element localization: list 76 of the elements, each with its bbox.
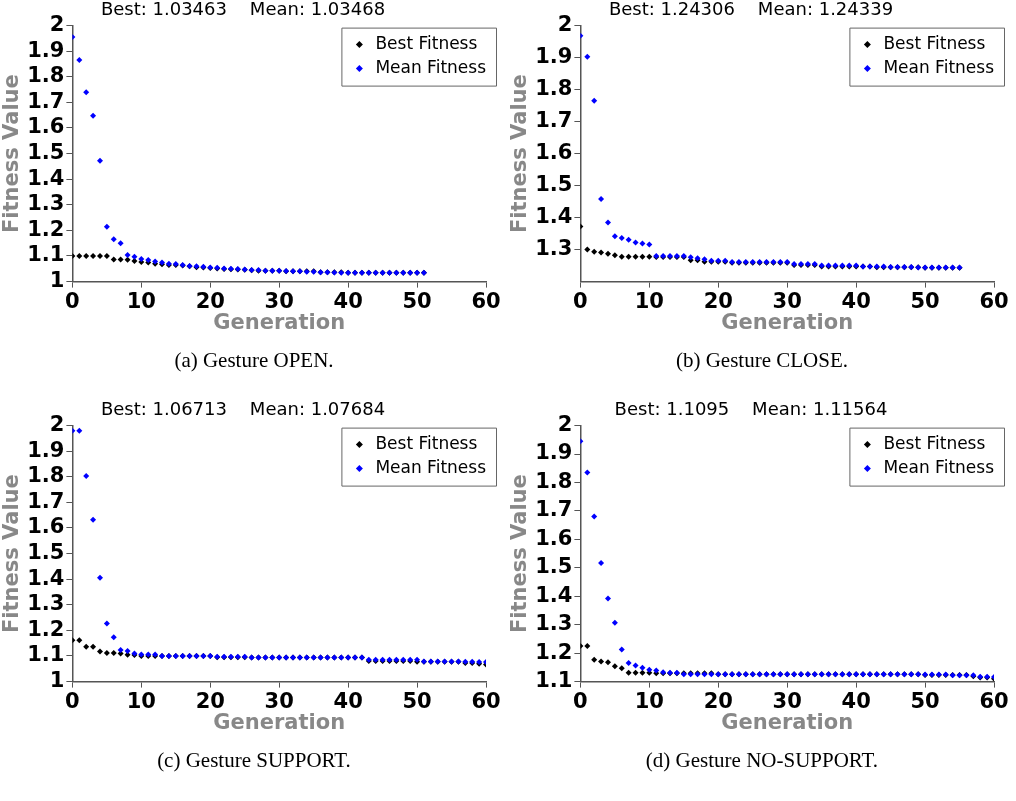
x-tick-label: 0 <box>573 688 588 713</box>
y-tick-label: 1.4 <box>535 582 573 607</box>
y-tick-label: 1.4 <box>27 165 65 190</box>
chart-title: Best: 1.24306 Mean: 1.24339 <box>608 0 894 20</box>
chart-title: Best: 1.1095 Mean: 1.11564 <box>614 398 888 420</box>
y-axis-title: Fitness Value <box>507 74 532 233</box>
y-tick-label: 1.5 <box>535 172 573 197</box>
legend-label: Mean Fitness <box>883 57 995 78</box>
y-tick-label: 1.3 <box>535 611 573 636</box>
y-tick-label: 1.8 <box>535 76 573 101</box>
y-tick-label: 1.5 <box>27 140 65 165</box>
y-tick-label: 1.1 <box>27 242 65 267</box>
y-tick-label: 1.2 <box>535 639 573 664</box>
x-tick-label: 0 <box>65 688 80 713</box>
y-tick-label: 1.3 <box>27 191 65 216</box>
x-tick-label: 60 <box>471 288 501 313</box>
text: (a) Gesture OPEN. <box>173 348 335 373</box>
x-tick-label: 50 <box>402 688 432 713</box>
y-tick-label: 1.7 <box>27 488 65 513</box>
y-tick-label: 1.9 <box>535 44 573 69</box>
x-tick-label: 60 <box>979 688 1009 713</box>
chart-title: Best: 1.06713 Mean: 1.07684 <box>100 398 386 420</box>
x-tick-label: 10 <box>126 688 156 713</box>
x-tick-label: 50 <box>910 688 940 713</box>
x-tick-label: 60 <box>979 288 1009 313</box>
y-tick-label: 2 <box>557 12 573 37</box>
y-tick-label: 1.7 <box>535 108 573 133</box>
x-tick-label: 10 <box>634 288 664 313</box>
text: (d) Gesture NO-SUPPORT. <box>644 748 880 773</box>
y-tick-label: 1.6 <box>535 140 573 165</box>
legend-label: Best Fitness <box>883 433 986 454</box>
y-tick-label: 1.9 <box>27 37 65 62</box>
y-tick-label: 1 <box>49 668 65 693</box>
legend-label: Mean Fitness <box>883 457 995 478</box>
text: (b) Gesture CLOSE. <box>674 348 850 373</box>
x-tick-label: 10 <box>634 688 664 713</box>
y-tick-label: 1.8 <box>27 463 65 488</box>
y-tick-label: 1.1 <box>535 668 573 693</box>
x-tick-label: 0 <box>573 288 588 313</box>
y-tick-label: 1.2 <box>27 216 65 241</box>
y-tick-label: 1.4 <box>27 565 65 590</box>
y-tick-label: 1.6 <box>27 114 65 139</box>
x-tick-label: 50 <box>402 288 432 313</box>
x-tick-label: 0 <box>65 288 80 313</box>
y-tick-label: 1.3 <box>535 236 573 261</box>
y-tick-label: 2 <box>557 412 573 437</box>
y-tick-label: 1.6 <box>535 525 573 550</box>
y-tick-label: 1.9 <box>27 437 65 462</box>
legend-label: Mean Fitness <box>375 57 487 78</box>
y-tick-label: 1.8 <box>535 468 573 493</box>
y-tick-label: 1.5 <box>27 540 65 565</box>
y-tick-label: 1.3 <box>27 591 65 616</box>
y-tick-label: 1 <box>49 268 65 293</box>
legend-label: Mean Fitness <box>375 457 487 478</box>
legend-label: Best Fitness <box>375 33 478 54</box>
y-tick-label: 2 <box>49 412 65 437</box>
legend-label: Best Fitness <box>375 433 478 454</box>
y-axis-title: Fitness Value <box>507 474 532 633</box>
y-tick-label: 1.4 <box>535 204 573 229</box>
y-tick-label: 1.8 <box>27 63 65 88</box>
y-tick-label: 1.7 <box>27 88 65 113</box>
y-tick-label: 1.1 <box>27 642 65 667</box>
x-tick-label: 60 <box>471 688 501 713</box>
y-tick-label: 1.9 <box>535 440 573 465</box>
legend-label: Best Fitness <box>883 33 986 54</box>
y-tick-label: 1.5 <box>535 554 573 579</box>
y-axis-title: Fitness Value <box>0 74 24 233</box>
y-tick-label: 1.7 <box>535 497 573 522</box>
chart-title: Best: 1.03463 Mean: 1.03468 <box>100 0 386 20</box>
y-axis-title: Fitness Value <box>0 474 24 633</box>
x-tick-label: 10 <box>126 288 156 313</box>
y-tick-label: 1.6 <box>27 514 65 539</box>
y-tick-label: 2 <box>49 12 65 37</box>
y-tick-label: 1.2 <box>27 616 65 641</box>
x-tick-label: 50 <box>910 288 940 313</box>
text: (c) Gesture SUPPORT. <box>156 748 352 773</box>
